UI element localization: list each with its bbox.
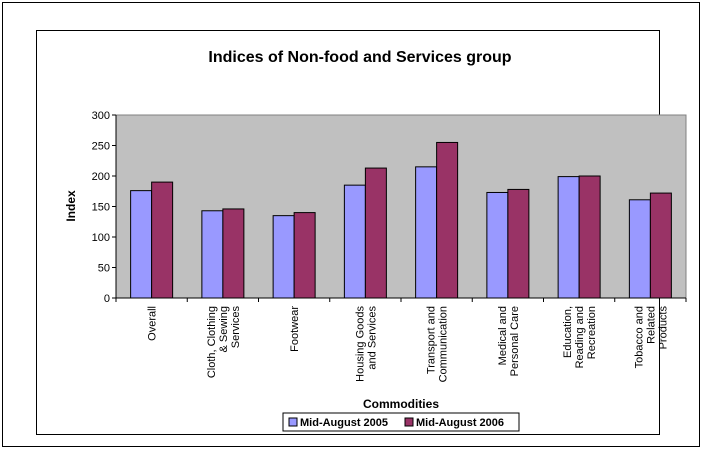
bar-series1-4 <box>415 166 438 299</box>
x-tick-label-6: Education,Reading andRecreation <box>562 306 598 368</box>
y-tick-label: 0 <box>104 293 110 305</box>
x-tick-label-2: Footwear <box>289 306 301 352</box>
bar-series2-2 <box>293 212 316 299</box>
bar-series1-1 <box>201 210 224 299</box>
bar-series2-4 <box>436 141 459 299</box>
y-tick-label: 300 <box>92 110 110 122</box>
x-tick-label-1: Cloth, Clothing& SewingServices <box>206 306 242 379</box>
x-axis-title: Commodities <box>363 397 439 411</box>
bar-series2-0 <box>151 181 174 299</box>
bar-series1-6 <box>557 176 580 299</box>
x-tick-label-4: Transport andCommunication <box>426 306 450 382</box>
legend-swatch-1 <box>288 417 298 427</box>
bar-series1-5 <box>486 191 509 299</box>
bar-series2-1 <box>222 208 245 299</box>
x-tick-label-7: Tobacco andRelatedProducts <box>633 306 669 369</box>
y-tick-label: 50 <box>98 263 110 275</box>
bar-series1-3 <box>343 184 366 299</box>
x-tick-label-5: Medical andPersonal Care <box>497 306 521 376</box>
bar-series2-5 <box>507 188 530 299</box>
x-tick-label-0: Overall <box>147 306 159 341</box>
chart-title: Indices of Non-food and Services group <box>208 49 511 66</box>
y-tick-label: 200 <box>92 171 110 183</box>
legend-label-2: Mid-August 2006 <box>416 417 504 429</box>
bar-series1-7 <box>628 199 651 299</box>
legend-swatch-2 <box>404 417 414 427</box>
legend: Mid-August 2005 Mid-August 2006 <box>282 412 520 432</box>
bar-series2-3 <box>364 167 387 299</box>
bar-series2-6 <box>578 175 601 299</box>
y-tick-label: 100 <box>92 232 110 244</box>
y-axis-title: Index <box>64 190 78 222</box>
y-tick-label: 150 <box>92 202 110 214</box>
bar-series1-0 <box>130 190 153 299</box>
legend-label-1: Mid-August 2005 <box>300 417 388 429</box>
legend-box <box>282 412 520 432</box>
y-tick-label: 250 <box>92 141 110 153</box>
bar-series2-7 <box>649 192 672 299</box>
x-tick-label-3: Housing Goodsand Services <box>354 306 378 382</box>
bar-series1-2 <box>272 215 295 299</box>
